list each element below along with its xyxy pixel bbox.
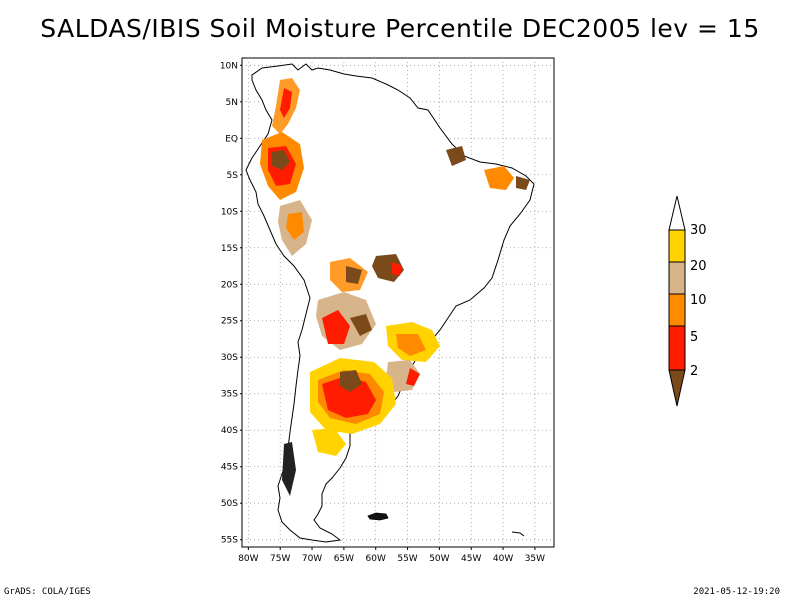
lat-label: 10S — [221, 207, 238, 217]
lon-label: 50W — [429, 554, 449, 564]
lon-label: 70W — [302, 554, 322, 564]
lat-label: 10N — [220, 61, 238, 71]
patch-bolivia-west-brown — [346, 266, 362, 284]
lat-label: 15S — [221, 244, 238, 254]
patch-chaco-red — [322, 310, 350, 344]
patch-patagonia — [312, 428, 346, 456]
patch-peru-central-orange — [286, 212, 304, 240]
lon-label: 60W — [366, 554, 386, 564]
lat-label: 35S — [221, 390, 238, 400]
lat-label: 55S — [221, 536, 238, 546]
patch-pampas-brown — [340, 370, 362, 392]
patch-ne-brazil-brown — [516, 176, 530, 190]
lon-label: 65W — [334, 554, 354, 564]
patch-pampas-red — [322, 376, 376, 418]
lat-label: 50S — [221, 499, 238, 509]
colorbar-label-20: 20 — [690, 259, 707, 274]
falkland-islands — [367, 512, 389, 521]
patch-peru-brown — [272, 150, 290, 170]
lat-label: EQ — [225, 134, 238, 144]
lat-label: 40S — [221, 426, 238, 436]
patch-amazon-mouth — [446, 146, 466, 166]
map-title: SALDAS/IBIS Soil Moisture Percentile DEC… — [40, 14, 760, 43]
colorbar: 30 20 10 5 2 — [668, 195, 707, 407]
percentile-patches — [260, 78, 530, 496]
south-america-landmass — [245, 63, 535, 543]
footer-credit: GrADS: COLA/IGES — [4, 587, 91, 597]
colorbar-label-30: 30 — [690, 223, 707, 238]
colorbar-swatch-30 — [668, 229, 686, 263]
continent-outline — [245, 63, 535, 543]
lat-label: 20S — [221, 280, 238, 290]
colorbar-label-2: 2 — [690, 364, 698, 379]
lat-label: 25S — [221, 317, 238, 327]
colorbar-swatch-10 — [668, 293, 686, 327]
colorbar-swatch-20 — [668, 261, 686, 295]
lat-label: 45S — [221, 463, 238, 473]
colorbar-label-5: 5 — [690, 330, 698, 345]
patch-bolivia-red — [392, 262, 402, 276]
colorbar-swatch-5 — [668, 325, 686, 371]
lat-label: 30S — [221, 353, 238, 363]
footer-timestamp: 2021-05-12-19:20 — [693, 587, 780, 597]
colorbar-bottom-arrow — [668, 369, 686, 407]
lat-label: 5N — [226, 98, 238, 108]
small-island-east — [511, 531, 525, 537]
lon-label: 45W — [461, 554, 481, 564]
patch-uruguay-red — [406, 368, 420, 386]
latitude-labels: 10N 5N EQ 5S 10S 15S 20S 25S 30S 35S 40S 45S 50S 55S — [220, 61, 242, 546]
patch-chile-south — [282, 442, 296, 496]
patch-chaco-brown — [350, 314, 372, 336]
colorbar-top-arrow — [668, 195, 686, 231]
colorbar-label-10: 10 — [690, 293, 707, 308]
lon-label: 40W — [493, 554, 513, 564]
lon-label: 35W — [525, 554, 545, 564]
patch-south-brazil-orange — [396, 334, 426, 356]
lon-label: 80W — [238, 554, 258, 564]
lat-label: 5S — [227, 171, 239, 181]
patch-ne-brazil — [484, 166, 514, 190]
longitude-labels: 80W 75W 70W 65W 60W 55W 50W 45W 40W 35W — [238, 547, 545, 564]
lon-label: 55W — [397, 554, 417, 564]
patch-colombia-red — [280, 88, 292, 118]
lon-label: 75W — [270, 554, 290, 564]
